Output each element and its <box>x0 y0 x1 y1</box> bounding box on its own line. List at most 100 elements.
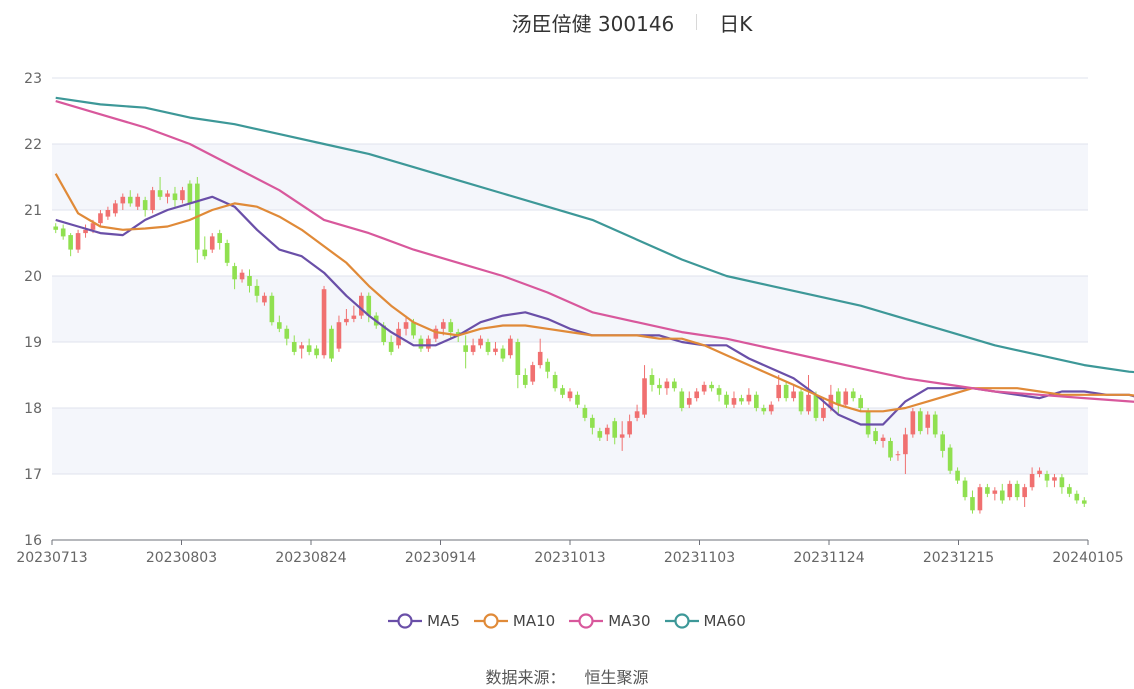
candle-body <box>522 375 528 385</box>
legend-item-ma30[interactable]: MA30 <box>569 612 651 630</box>
candle-body <box>1037 470 1042 474</box>
legend-item-ma10[interactable]: MA10 <box>473 612 555 630</box>
legend-label: MA30 <box>608 612 651 630</box>
candle-body <box>612 421 618 438</box>
y-tick-label: 17 <box>24 467 42 483</box>
candle-body <box>463 345 468 352</box>
candle-body <box>888 441 893 458</box>
candle-body <box>798 391 804 412</box>
grid-band <box>52 408 1088 474</box>
candle-body <box>247 276 252 286</box>
candle-body <box>746 394 752 402</box>
candle-body <box>716 388 722 395</box>
candle-body <box>843 391 849 405</box>
candle-body <box>135 196 141 207</box>
candle-body <box>940 434 945 451</box>
candle-body <box>202 249 208 257</box>
candle-body <box>455 332 461 336</box>
y-tick-label: 21 <box>24 203 42 219</box>
candle-body <box>470 345 476 352</box>
candle-body <box>433 328 439 339</box>
y-tick-label: 23 <box>24 71 42 87</box>
candle-body <box>955 470 960 481</box>
candle-body <box>858 398 863 408</box>
candle-body <box>1007 483 1013 498</box>
candle-body <box>768 404 774 412</box>
candle-body <box>105 210 111 217</box>
candle-body <box>686 398 692 405</box>
x-tick-label: 20231103 <box>664 550 735 566</box>
candle-body <box>783 384 789 399</box>
candle-body <box>836 391 841 405</box>
candle-body <box>157 190 163 197</box>
candle-body <box>865 411 871 435</box>
x-tick-label: 20231215 <box>923 550 994 566</box>
candle-body <box>187 183 193 204</box>
candle-body <box>560 388 565 395</box>
candle-body <box>530 365 536 382</box>
candle-body <box>873 431 878 441</box>
stock-name-code: 汤臣倍健 300146 <box>511 11 675 36</box>
candle-body <box>426 338 431 349</box>
source-value: 恒生聚源 <box>584 668 649 687</box>
candle-body <box>754 394 759 408</box>
candle-body <box>113 203 118 214</box>
candle-body <box>351 315 357 319</box>
candle-body <box>269 295 275 323</box>
candle-body <box>597 431 603 438</box>
candle-body <box>739 398 744 402</box>
candle-body <box>1059 477 1065 488</box>
legend-marker-icon <box>569 613 604 629</box>
candle-body <box>657 384 662 389</box>
candle-body <box>180 190 185 201</box>
candle-body <box>329 328 334 359</box>
legend-item-ma5[interactable]: MA5 <box>388 612 460 630</box>
candle-body <box>970 497 975 511</box>
ma-line-ma10 <box>54 173 1134 413</box>
legend-item-ma60[interactable]: MA60 <box>664 612 746 630</box>
x-tick-label: 20240105 <box>1052 550 1123 566</box>
candle-body <box>925 414 931 428</box>
legend-marker-icon <box>473 613 508 629</box>
candle-body <box>1022 487 1027 498</box>
legend-marker-icon <box>388 613 423 629</box>
candle-body <box>388 342 394 352</box>
candle-body <box>277 322 282 329</box>
candle-body <box>947 447 953 471</box>
candle-body <box>403 322 409 329</box>
candle-body <box>120 196 126 204</box>
candle-body <box>552 375 558 389</box>
candle-body <box>217 233 223 243</box>
candle-body <box>791 391 796 399</box>
candle-body <box>664 381 670 389</box>
candle-body <box>262 295 267 303</box>
candle-body <box>850 391 856 399</box>
candle-body <box>508 338 513 356</box>
candle-body <box>53 226 59 230</box>
candle-body <box>962 480 968 498</box>
candle-body <box>582 408 588 418</box>
candle-body <box>575 394 580 405</box>
candle-body <box>381 325 386 342</box>
period-label: 日K <box>719 11 753 36</box>
candle-body <box>150 190 155 210</box>
candle-body <box>992 490 998 494</box>
candle-body <box>1074 493 1080 501</box>
candle-body <box>619 434 625 438</box>
candle-body <box>98 213 103 224</box>
candle-body <box>336 322 342 349</box>
source-label: 数据来源： <box>485 668 566 687</box>
candle-body <box>299 345 304 349</box>
x-tick-label: 20231124 <box>793 550 864 566</box>
chart-legend: MA5 MA10 MA30 MA60 <box>0 612 1134 630</box>
candle-body <box>1029 474 1035 488</box>
candle-body <box>321 289 327 356</box>
candle-body <box>165 193 170 197</box>
ma-line-ma60 <box>55 96 1134 374</box>
candle-body <box>932 414 938 435</box>
candle-body <box>679 391 685 408</box>
candle-body <box>440 322 446 329</box>
legend-label: MA60 <box>703 612 746 630</box>
candle-body <box>232 266 237 280</box>
candle-body <box>127 196 133 204</box>
